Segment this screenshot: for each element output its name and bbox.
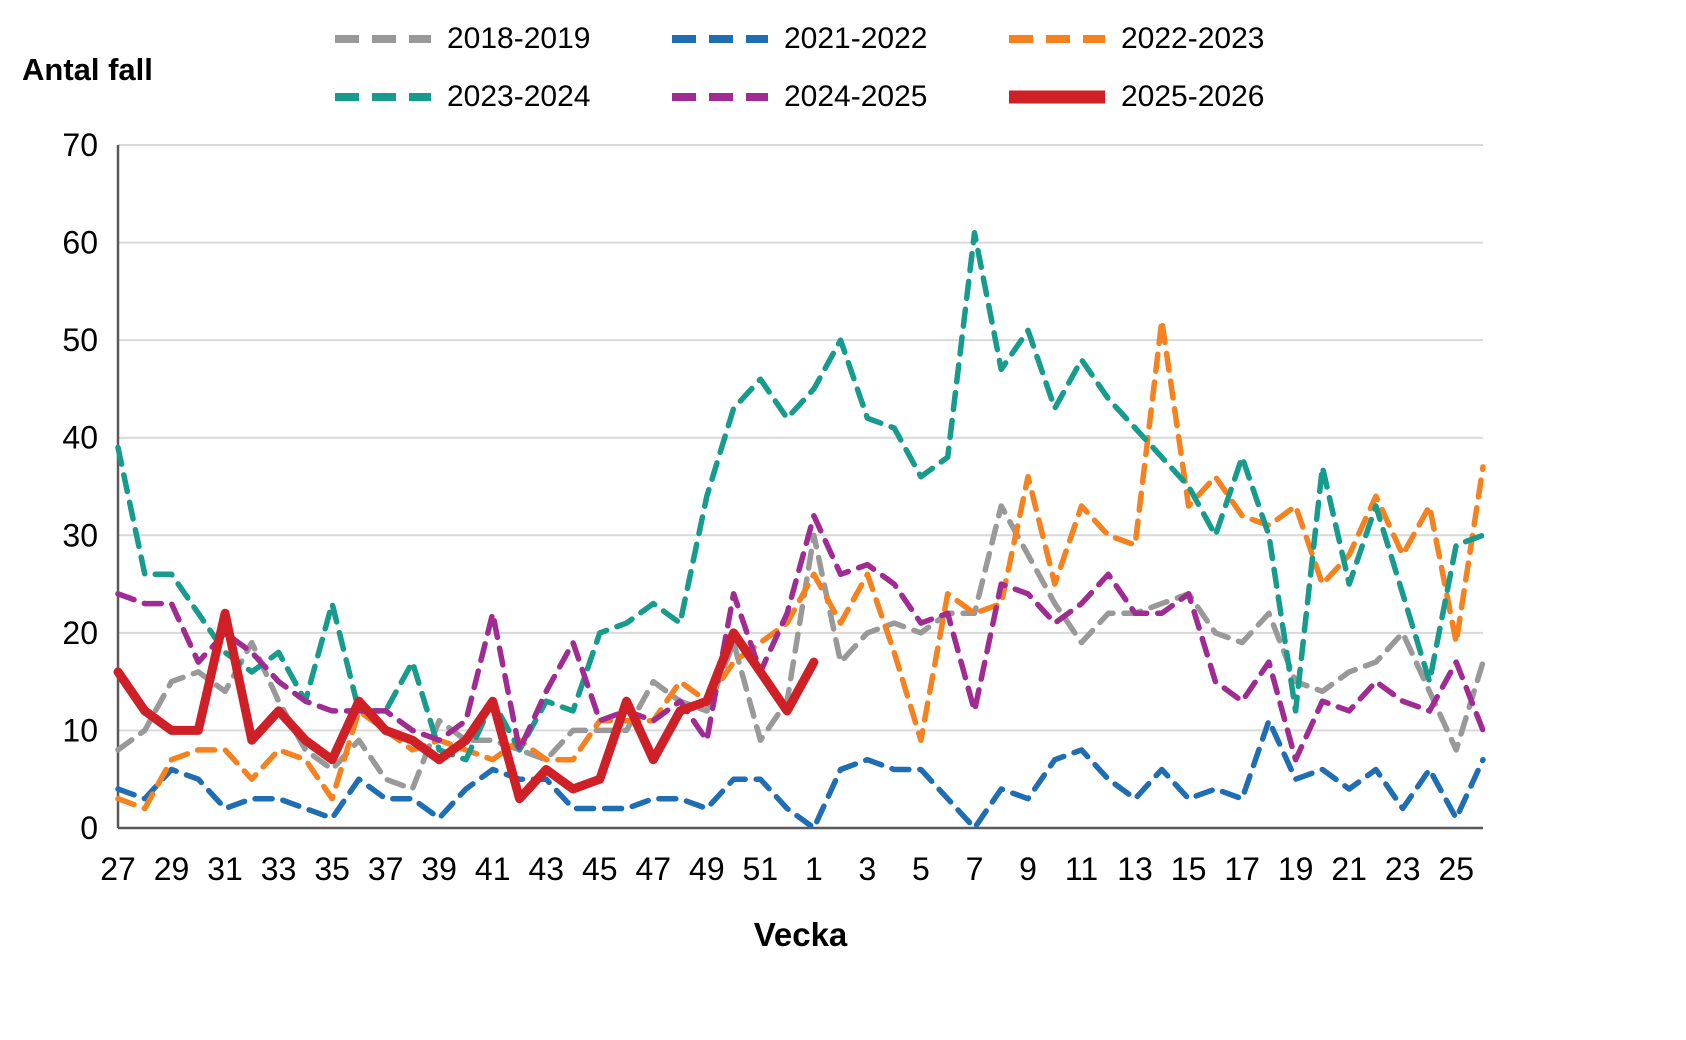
series-line-2021-2022 (115, 717, 1486, 831)
x-tick-label: 11 (1065, 851, 1098, 887)
series-line-2025-2026 (113, 608, 819, 804)
y-tick-label: 70 (62, 127, 98, 163)
x-tick-label: 21 (1331, 851, 1367, 887)
x-tick-label: 15 (1171, 851, 1207, 887)
x-tick-label: 37 (368, 851, 404, 887)
legend-swatch-2023-2024 (335, 93, 431, 101)
x-tick-label: 9 (1019, 851, 1037, 887)
x-tick-label: 43 (528, 851, 564, 887)
x-tick-label: 23 (1385, 851, 1421, 887)
y-tick-label: 20 (62, 615, 98, 651)
series-line-2022-2023 (115, 317, 1486, 812)
y-tick-label: 60 (62, 225, 98, 261)
x-tick-label: 27 (100, 851, 136, 887)
y-axis-title: Antal fall (22, 52, 153, 87)
legend-label: 2023-2024 (447, 80, 591, 113)
y-tick-label: 0 (80, 810, 98, 846)
legend-item-2023-2024: 2023-2024 (333, 80, 670, 114)
chart-legend: 2018-2019 2021-2022 2022-2023 2023-2024 2024… (333, 22, 1344, 114)
x-axis-title: Vecka (753, 916, 848, 953)
x-tick-label: 3 (859, 851, 877, 887)
legend-item-2021-2022: 2021-2022 (670, 22, 1007, 56)
x-tick-label: 1 (805, 851, 823, 887)
x-tick-label: 39 (421, 851, 457, 887)
x-tick-label: 47 (635, 851, 671, 887)
x-tick-label: 5 (912, 851, 930, 887)
legend-label: 2025-2026 (1121, 80, 1265, 113)
x-tick-label: 7 (966, 851, 984, 887)
x-tick-label: 33 (261, 851, 297, 887)
legend-swatch-2022-2023 (1009, 35, 1105, 43)
x-tick-label: 49 (689, 851, 725, 887)
legend-swatch-2025-2026 (1009, 90, 1105, 104)
legend-label: 2022-2023 (1121, 22, 1265, 55)
legend-item-2018-2019: 2018-2019 (333, 22, 670, 56)
x-tick-label: 29 (154, 851, 190, 887)
legend-item-2024-2025: 2024-2025 (670, 80, 1007, 114)
y-tick-label: 30 (62, 517, 98, 553)
series-line-2023-2024 (115, 230, 1486, 763)
x-tick-label: 19 (1278, 851, 1314, 887)
x-tick-label: 25 (1438, 851, 1474, 887)
legend-swatch-2018-2019 (335, 35, 431, 43)
x-tick-label: 51 (743, 851, 779, 887)
legend-label: 2018-2019 (447, 22, 591, 55)
y-tick-label: 40 (62, 420, 98, 456)
legend-label: 2024-2025 (784, 80, 928, 113)
legend-label: 2021-2022 (784, 22, 928, 55)
legend-item-2022-2023: 2022-2023 (1007, 22, 1344, 56)
legend-swatch-2021-2022 (672, 35, 768, 43)
series-line-2024-2025 (115, 513, 1486, 763)
x-tick-label: 41 (475, 851, 511, 887)
y-tick-label: 50 (62, 322, 98, 358)
x-tick-label: 35 (314, 851, 350, 887)
legend-swatch-2024-2025 (672, 93, 768, 101)
x-tick-label: 45 (582, 851, 618, 887)
x-tick-label: 13 (1117, 851, 1153, 887)
x-tick-label: 17 (1224, 851, 1260, 887)
x-tick-label: 31 (207, 851, 243, 887)
legend-item-2025-2026: 2025-2026 (1007, 80, 1344, 114)
y-tick-label: 10 (62, 712, 98, 748)
